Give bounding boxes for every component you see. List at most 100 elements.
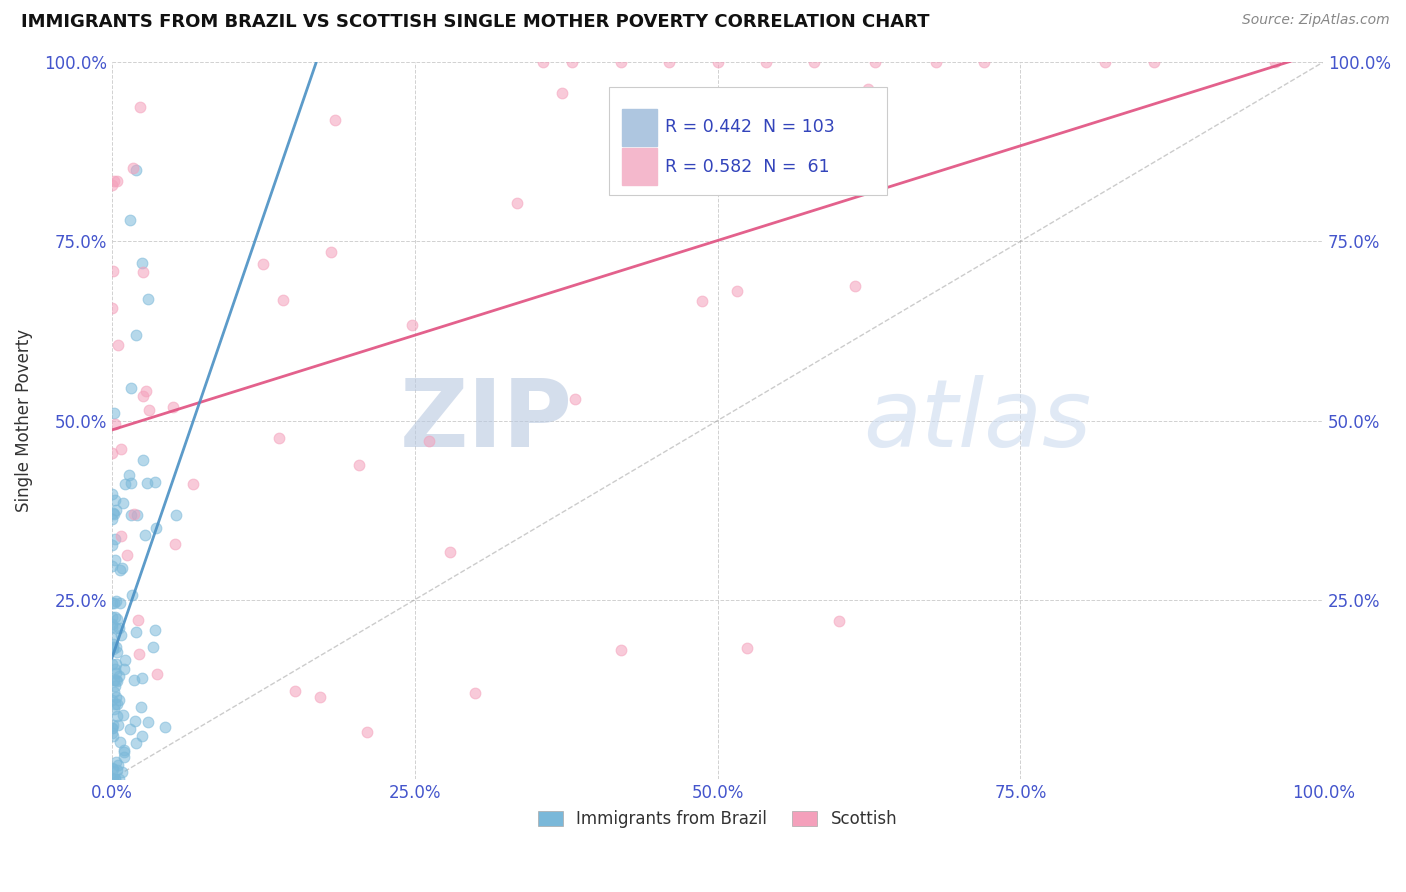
Immigrants from Brazil	[101, 620, 124, 634]
Scottish	[323, 112, 346, 127]
Scottish	[105, 174, 128, 188]
Immigrants from Brazil	[112, 662, 135, 676]
Scottish	[128, 100, 150, 114]
Scottish	[706, 55, 728, 70]
Immigrants from Brazil	[125, 508, 148, 523]
Immigrants from Brazil	[129, 700, 152, 714]
Immigrants from Brazil	[101, 596, 124, 610]
Scottish	[122, 507, 145, 521]
Scottish	[284, 684, 307, 698]
Immigrants from Brazil	[108, 621, 131, 635]
Immigrants from Brazil	[104, 657, 127, 671]
Immigrants from Brazil	[110, 628, 132, 642]
Immigrants from Brazil	[105, 665, 128, 680]
Scottish	[121, 161, 143, 175]
Scottish	[107, 338, 129, 352]
Immigrants from Brazil	[120, 212, 142, 227]
Immigrants from Brazil	[104, 755, 127, 769]
Immigrants from Brazil	[118, 467, 141, 482]
Immigrants from Brazil	[104, 662, 127, 676]
Scottish	[1264, 55, 1286, 70]
Scottish	[844, 279, 866, 293]
Immigrants from Brazil	[104, 772, 127, 786]
Y-axis label: Single Mother Poverty: Single Mother Poverty	[15, 329, 32, 512]
Immigrants from Brazil	[136, 475, 159, 490]
Immigrants from Brazil	[103, 701, 125, 715]
Scottish	[165, 537, 187, 551]
Scottish	[505, 195, 527, 210]
Immigrants from Brazil	[104, 640, 127, 654]
Immigrants from Brazil	[107, 718, 129, 732]
Scottish	[725, 284, 748, 298]
Immigrants from Brazil	[104, 610, 127, 624]
Text: R = 0.582  N =  61: R = 0.582 N = 61	[665, 158, 830, 176]
Text: R = 0.442  N = 103: R = 0.442 N = 103	[665, 119, 835, 136]
Immigrants from Brazil	[104, 621, 127, 635]
Immigrants from Brazil	[105, 673, 128, 688]
Legend: Immigrants from Brazil, Scottish: Immigrants from Brazil, Scottish	[531, 804, 904, 835]
Scottish	[127, 613, 149, 627]
Immigrants from Brazil	[136, 714, 159, 729]
Immigrants from Brazil	[105, 690, 128, 704]
Immigrants from Brazil	[125, 162, 148, 177]
Immigrants from Brazil	[112, 743, 135, 757]
Immigrants from Brazil	[101, 637, 124, 651]
Scottish	[101, 301, 124, 316]
Immigrants from Brazil	[105, 697, 128, 711]
Immigrants from Brazil	[103, 596, 125, 610]
Immigrants from Brazil	[103, 406, 125, 420]
Scottish	[101, 178, 124, 192]
Scottish	[101, 446, 124, 460]
Immigrants from Brazil	[104, 680, 127, 694]
Scottish	[115, 548, 138, 562]
Scottish	[269, 431, 291, 445]
Immigrants from Brazil	[122, 673, 145, 688]
Scottish	[138, 402, 160, 417]
Scottish	[531, 55, 554, 70]
Immigrants from Brazil	[101, 537, 124, 551]
Immigrants from Brazil	[105, 594, 128, 608]
Immigrants from Brazil	[101, 609, 124, 624]
Immigrants from Brazil	[112, 745, 135, 759]
Immigrants from Brazil	[101, 511, 124, 525]
Immigrants from Brazil	[121, 589, 143, 603]
Immigrants from Brazil	[125, 327, 148, 342]
Text: Source: ZipAtlas.com: Source: ZipAtlas.com	[1241, 13, 1389, 28]
Immigrants from Brazil	[112, 750, 135, 764]
Text: IMMIGRANTS FROM BRAZIL VS SCOTTISH SINGLE MOTHER POVERTY CORRELATION CHART: IMMIGRANTS FROM BRAZIL VS SCOTTISH SINGL…	[21, 13, 929, 31]
Scottish	[418, 434, 440, 448]
Scottish	[101, 264, 124, 278]
Immigrants from Brazil	[143, 623, 166, 637]
Scottish	[551, 86, 574, 100]
Immigrants from Brazil	[101, 722, 124, 736]
Immigrants from Brazil	[101, 692, 124, 706]
Immigrants from Brazil	[105, 645, 128, 659]
Immigrants from Brazil	[108, 772, 131, 786]
Scottish	[439, 545, 461, 559]
Immigrants from Brazil	[108, 735, 131, 749]
Scottish	[827, 614, 849, 628]
Immigrants from Brazil	[101, 718, 124, 732]
Immigrants from Brazil	[104, 673, 127, 687]
Text: atlas: atlas	[863, 375, 1091, 466]
Immigrants from Brazil	[101, 506, 124, 520]
Immigrants from Brazil	[104, 772, 127, 786]
Immigrants from Brazil	[120, 476, 142, 491]
Immigrants from Brazil	[108, 563, 131, 577]
Immigrants from Brazil	[132, 453, 155, 467]
Immigrants from Brazil	[101, 640, 124, 654]
Scottish	[128, 648, 150, 662]
Immigrants from Brazil	[105, 503, 128, 517]
Scottish	[401, 318, 423, 332]
Scottish	[863, 55, 886, 70]
Immigrants from Brazil	[111, 764, 134, 779]
Scottish	[132, 389, 155, 403]
Scottish	[252, 256, 274, 270]
Scottish	[658, 55, 681, 70]
Scottish	[561, 55, 583, 70]
Immigrants from Brazil	[101, 726, 124, 740]
Immigrants from Brazil	[101, 772, 124, 786]
Scottish	[690, 293, 713, 308]
Scottish	[803, 55, 825, 70]
Scottish	[356, 724, 378, 739]
